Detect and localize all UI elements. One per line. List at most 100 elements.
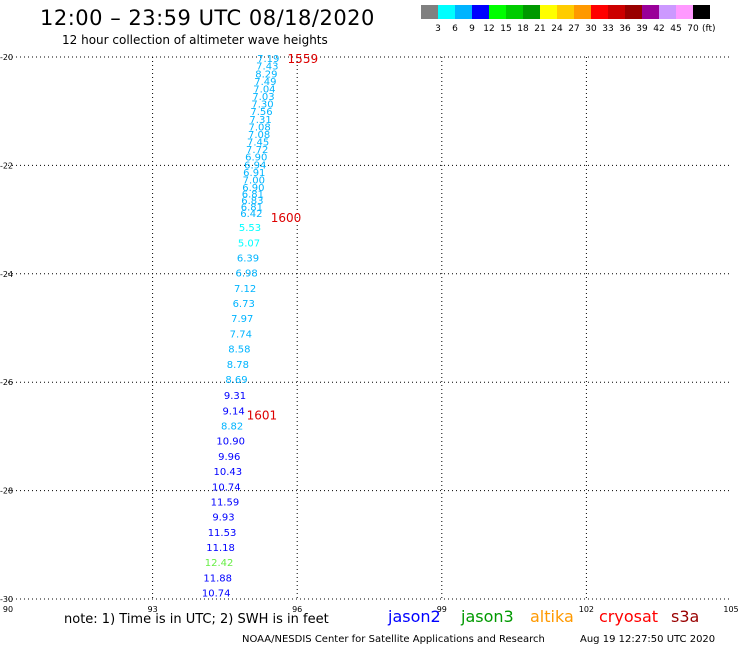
wave-height-point: 7.43 bbox=[256, 62, 278, 73]
wave-height-point: 9.31 bbox=[224, 391, 246, 402]
wave-height-point: 11.88 bbox=[203, 573, 232, 584]
satellite-legend-altika: altika bbox=[530, 607, 574, 626]
x-tick-label: 99 bbox=[437, 605, 447, 614]
colorbar-tick-label: 33 bbox=[602, 24, 613, 34]
colorbar-swatch bbox=[506, 5, 523, 19]
satellite-legend-s3a: s3a bbox=[671, 607, 700, 626]
wave-height-point: 11.13 bbox=[198, 634, 227, 645]
wave-height-point: 7.03 bbox=[252, 92, 274, 103]
generation-timestamp: Aug 19 12:27:50 UTC 2020 bbox=[580, 634, 716, 645]
wave-height-point: 7.08 bbox=[248, 130, 270, 141]
wave-height-point: 10.90 bbox=[216, 437, 245, 448]
wave-height-point: 10.43 bbox=[213, 467, 242, 478]
wave-height-point: 7.56 bbox=[250, 107, 272, 118]
page-title: 12:00 – 23:59 UTC 08/18/2020 bbox=[40, 6, 375, 30]
wave-height-point: 7.04 bbox=[253, 84, 275, 95]
colorbar-swatch bbox=[455, 5, 472, 19]
wave-height-point: 6.98 bbox=[235, 269, 257, 280]
colorbar-unit-label: (ft) bbox=[702, 24, 716, 34]
satellite-legend-cryosat: cryosat bbox=[599, 607, 659, 626]
colorbar-tick-label: 9 bbox=[469, 24, 475, 34]
wave-height-point: 11.53 bbox=[208, 528, 237, 539]
time-label: 1559 bbox=[288, 52, 319, 66]
wave-height-point: 9.96 bbox=[218, 452, 240, 463]
wave-height-point: 11.18 bbox=[206, 543, 235, 554]
credit-line: NOAA/NESDIS Center for Satellite Applica… bbox=[242, 634, 545, 645]
colorbar-swatch bbox=[557, 5, 574, 19]
wave-height-point: 7.72 bbox=[246, 145, 268, 156]
colorbar-swatch bbox=[421, 5, 438, 19]
x-tick-label: 105 bbox=[723, 605, 738, 614]
wave-height-point: 7.12 bbox=[234, 284, 256, 295]
colorbar-tick-label: 36 bbox=[619, 24, 631, 34]
colorbar-tick-label: 3 bbox=[435, 24, 441, 34]
colorbar-swatch bbox=[676, 5, 693, 19]
wave-height-point: 7.97 bbox=[231, 314, 253, 325]
colorbar-swatch bbox=[608, 5, 625, 19]
colorbar-swatch bbox=[574, 5, 591, 19]
y-tick-label: -20 bbox=[0, 53, 13, 62]
wave-height-point: 5.07 bbox=[238, 238, 260, 249]
colorbar-tick-label: 24 bbox=[551, 24, 563, 34]
wave-height-point: 7.30 bbox=[251, 100, 273, 111]
wave-height-point: 6.81 bbox=[242, 190, 264, 201]
colorbar-swatch bbox=[625, 5, 642, 19]
colorbar-swatch bbox=[642, 5, 659, 19]
y-tick-label: -30 bbox=[0, 595, 13, 604]
colorbar-swatch bbox=[438, 5, 455, 19]
colorbar-tick-label: 30 bbox=[585, 24, 597, 34]
colorbar-tick-label: 42 bbox=[653, 24, 664, 34]
colorbar-tick-label: 39 bbox=[636, 24, 648, 34]
time-label: 1600 bbox=[271, 211, 302, 225]
wave-height-point: 6.83 bbox=[241, 196, 263, 207]
wave-height-point: 6.81 bbox=[241, 203, 263, 214]
wave-height-point: 9.14 bbox=[222, 406, 244, 417]
y-tick-label: -22 bbox=[0, 161, 13, 170]
wave-height-point: 9.93 bbox=[212, 513, 234, 524]
wave-height-point: 10.74 bbox=[202, 588, 231, 599]
x-tick-label: 96 bbox=[292, 605, 302, 614]
data-layer: 7.197.438.297.497.047.037.307.567.317.08… bbox=[198, 52, 319, 645]
wave-height-point: 8.82 bbox=[221, 422, 243, 433]
wave-height-point: 8.78 bbox=[227, 360, 249, 371]
wave-height-point: 8.58 bbox=[228, 345, 250, 356]
colorbar-tick-label: 45 bbox=[670, 24, 681, 34]
colorbar-tick-label: 70 bbox=[687, 24, 699, 34]
colorbar-tick-label: 21 bbox=[534, 24, 545, 34]
colorbar-swatch bbox=[591, 5, 608, 19]
wave-height-point: 8.29 bbox=[255, 69, 277, 80]
wave-height-point: 7.31 bbox=[249, 115, 271, 126]
wave-height-point: 7.45 bbox=[247, 138, 269, 149]
satellite-legend-jason2: jason2 bbox=[388, 607, 441, 626]
x-tick-label: 93 bbox=[148, 605, 158, 614]
colorbar-swatch bbox=[523, 5, 540, 19]
wave-height-point: 12.42 bbox=[205, 558, 234, 569]
wave-height-point: 6.91 bbox=[243, 168, 265, 179]
x-tick-label: 90 bbox=[3, 605, 13, 614]
y-tick-label: -28 bbox=[0, 487, 13, 496]
wave-height-point: 6.39 bbox=[237, 254, 259, 265]
wave-height-point: 11.59 bbox=[211, 497, 240, 508]
colorbar-swatch bbox=[693, 5, 710, 19]
footnote: note: 1) Time is in UTC; 2) SWH is in fe… bbox=[64, 612, 329, 627]
colorbar-tick-label: 18 bbox=[517, 24, 529, 34]
wave-height-point: 7.08 bbox=[248, 122, 270, 133]
wave-height-point: 6.73 bbox=[233, 299, 255, 310]
wave-height-point: 7.74 bbox=[230, 329, 252, 340]
wave-height-point: 8.69 bbox=[225, 375, 247, 386]
wave-height-point: 5.53 bbox=[239, 223, 261, 234]
colorbar-swatch bbox=[489, 5, 506, 19]
wave-height-point: 7.49 bbox=[254, 77, 276, 88]
y-tick-label: -24 bbox=[0, 270, 13, 279]
colorbar-tick-label: 27 bbox=[568, 24, 579, 34]
wave-height-point: 6.42 bbox=[240, 209, 262, 220]
wave-height-point: 6.90 bbox=[242, 183, 264, 194]
colorbar-swatch bbox=[540, 5, 557, 19]
colorbar-tick-label: 12 bbox=[483, 24, 494, 34]
satellite-legend-jason3: jason3 bbox=[461, 607, 514, 626]
wave-height-point: 10.74 bbox=[212, 482, 241, 493]
wave-height-point: 7.00 bbox=[243, 175, 265, 186]
y-tick-label: -26 bbox=[0, 378, 13, 387]
page-subtitle: 12 hour collection of altimeter wave hei… bbox=[62, 33, 328, 47]
